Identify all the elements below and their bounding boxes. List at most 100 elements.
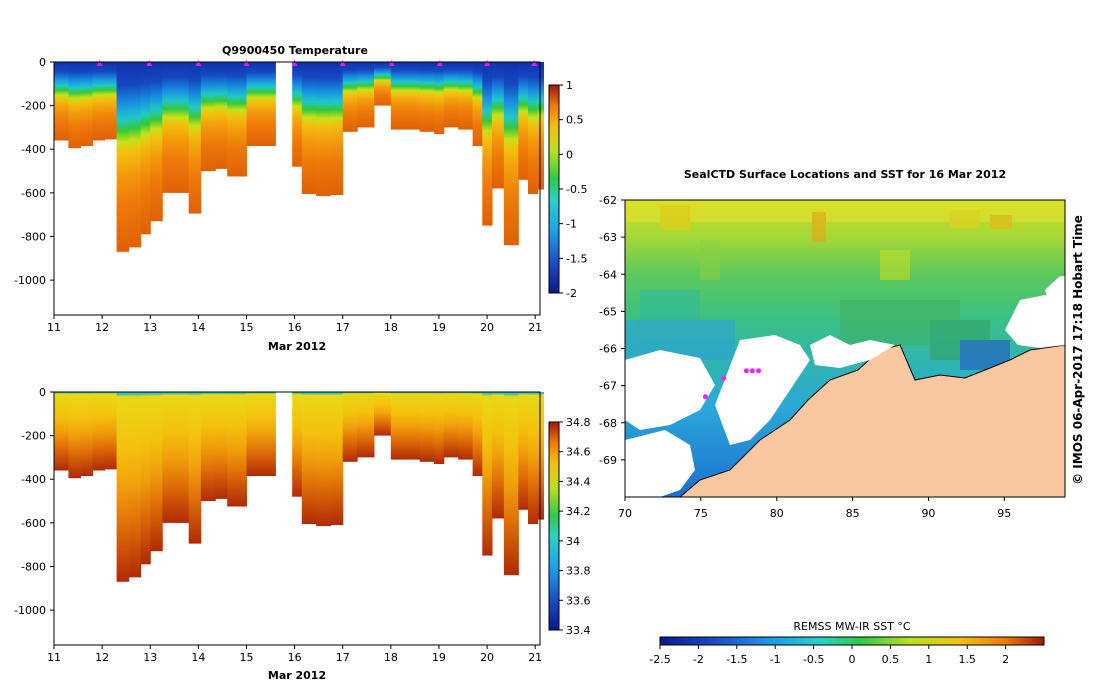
seal-location-point [721,375,727,381]
surface-marker [388,60,395,66]
surface-marker [243,60,250,66]
y-tick-label: -65 [599,305,617,318]
seal-location-point [756,368,761,374]
x-tick-label: 16 [288,651,302,664]
profile-column [292,392,303,497]
surface-marker [96,60,103,66]
colorbar-tick-label: -1 [770,653,781,666]
colorbar-tick-label: 33.6 [566,594,591,607]
sea-ice-east [1005,295,1065,348]
x-tick-label: 13 [143,651,157,664]
profile-column [116,62,130,252]
colorbar-tick-label: -2 [566,287,577,300]
salinity-plot-frame [53,391,541,646]
profile-column [434,392,445,464]
x-tick-label: 18 [384,321,398,334]
y-tick-label: -62 [599,194,617,207]
profile-column [342,392,358,462]
sea-ice-island [1045,276,1065,310]
profile-column [537,392,544,520]
seal-location-point [749,368,755,374]
profile-column [330,392,344,525]
profile-column [357,392,375,458]
profile-column [104,392,118,470]
x-tick-label: 15 [239,651,253,664]
temperature-title: Q9900450 Temperature [222,44,368,57]
sea-ice-central [715,335,810,445]
temperature-x-ticks: 11 12 13 14 15 16 17 18 19 20 21 [47,315,542,334]
x-tick-label: 20 [480,321,494,334]
temperature-colorbar [548,84,560,294]
profile-column [482,62,493,226]
profile-column [68,392,81,479]
y-tick-label: -1000 [14,604,46,617]
colorbar-tick-label: -1.5 [566,252,587,265]
x-tick-label: 14 [191,651,205,664]
profile-column [246,392,262,476]
profile-column [528,62,539,194]
colorbar-tick-label: 34 [566,535,580,548]
y-tick-label: 0 [39,56,46,69]
colorbar-tick-label: 1 [925,653,932,666]
profile-column [176,392,190,523]
y-tick-label: -64 [599,268,617,281]
profile-column [227,62,247,177]
profile-column [54,392,69,471]
profile-column [176,62,190,193]
profile-column [246,62,262,146]
sst-map-panel: SealCTD Surface Locations and SST for 16… [599,168,1085,666]
sea-ice-ridge [810,335,895,368]
profile-column [330,62,344,195]
profile-column [227,392,247,507]
y-tick-label: -68 [599,417,617,430]
profile-column [150,62,163,222]
profile-column [68,62,81,149]
x-tick-label: 11 [47,321,61,334]
temperature-y-ticks: 0 -200 -400 -600 -800 -1000 [14,56,54,287]
y-tick-label: 0 [39,386,46,399]
x-tick-label: 11 [47,651,61,664]
profile-column [292,62,303,167]
surface-markers [96,60,538,66]
x-tick-label: 19 [432,321,446,334]
y-tick-label: -800 [21,560,46,573]
y-tick-label: -1000 [14,274,46,287]
colorbar-tick-label: 34.2 [566,505,591,518]
profile-column [472,62,483,146]
profile-column [116,392,130,582]
profile-column [301,62,317,194]
sst-map-x-ticks: 70 75 80 85 90 95 [618,497,1011,520]
profile-column [503,392,519,576]
profile-column [419,392,435,462]
x-tick-label: 12 [95,321,109,334]
profile-column [260,392,276,476]
colorbar-tick-label: 0.5 [566,114,584,127]
salinity-profiles [54,392,544,582]
sea-ice-shelf [625,430,695,497]
profile-column [128,392,142,578]
x-tick-label: 13 [143,321,157,334]
profile-column [188,62,202,214]
x-tick-label: 12 [95,651,109,664]
y-tick-label: -400 [21,143,46,156]
profile-column [482,392,493,556]
y-tick-label: -67 [599,380,617,393]
x-tick-label: 95 [997,507,1011,520]
salinity-x-ticks: 11 12 13 14 15 16 17 18 19 20 21 [47,645,542,664]
profile-column [162,392,178,523]
profile-column [443,392,459,458]
profile-column [374,392,392,436]
surface-marker [291,60,298,66]
temperature-profiles [54,62,544,252]
profile-column [342,62,358,132]
colorbar-tick-label: 34.8 [566,416,591,429]
y-tick-label: -800 [21,230,46,243]
x-tick-label: 18 [384,651,398,664]
colorbar-tick-label: 33.8 [566,565,591,578]
x-tick-label: 75 [694,507,708,520]
profile-column [374,62,392,106]
profile-column [200,62,216,172]
y-tick-label: -66 [599,343,617,356]
profile-column [128,62,142,248]
